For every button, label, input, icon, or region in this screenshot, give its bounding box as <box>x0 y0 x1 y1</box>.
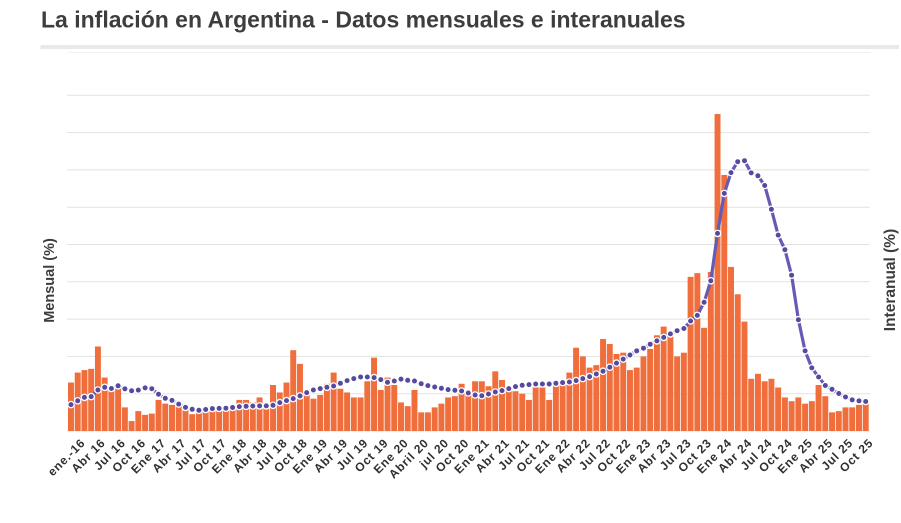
svg-text:Interanual (%): Interanual (%) <box>882 229 899 331</box>
svg-text:La inflación en Argentina - Da: La inflación en Argentina - Datos mensua… <box>41 7 686 33</box>
svg-text:Mensual (%): Mensual (%) <box>42 238 58 323</box>
